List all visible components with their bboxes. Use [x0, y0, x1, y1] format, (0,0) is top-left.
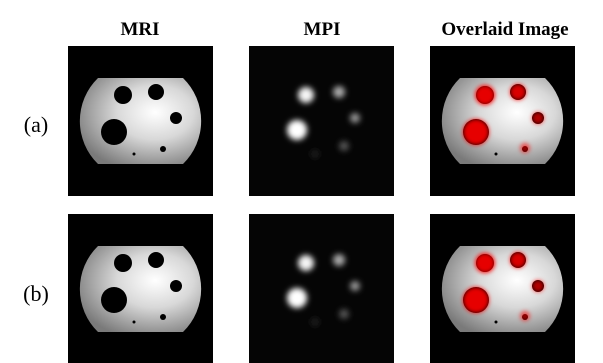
overlay-image [430, 46, 575, 196]
column-header: Overlaid Image [441, 19, 568, 40]
column-header: MPI [304, 19, 341, 40]
overlay-image [430, 214, 575, 363]
column-header: MRI [120, 19, 159, 40]
row-label: (a) [24, 112, 48, 137]
page: {"figure": {"columns": ["MRI", "MPI", "O… [0, 0, 603, 363]
mri-image [68, 46, 213, 196]
mri-image [68, 214, 213, 363]
mpi-image [249, 214, 394, 363]
mpi-image [249, 46, 394, 196]
figure: MRI MPI Overlaid Image (a) (b) [0, 0, 603, 363]
row-label: (b) [23, 281, 49, 306]
